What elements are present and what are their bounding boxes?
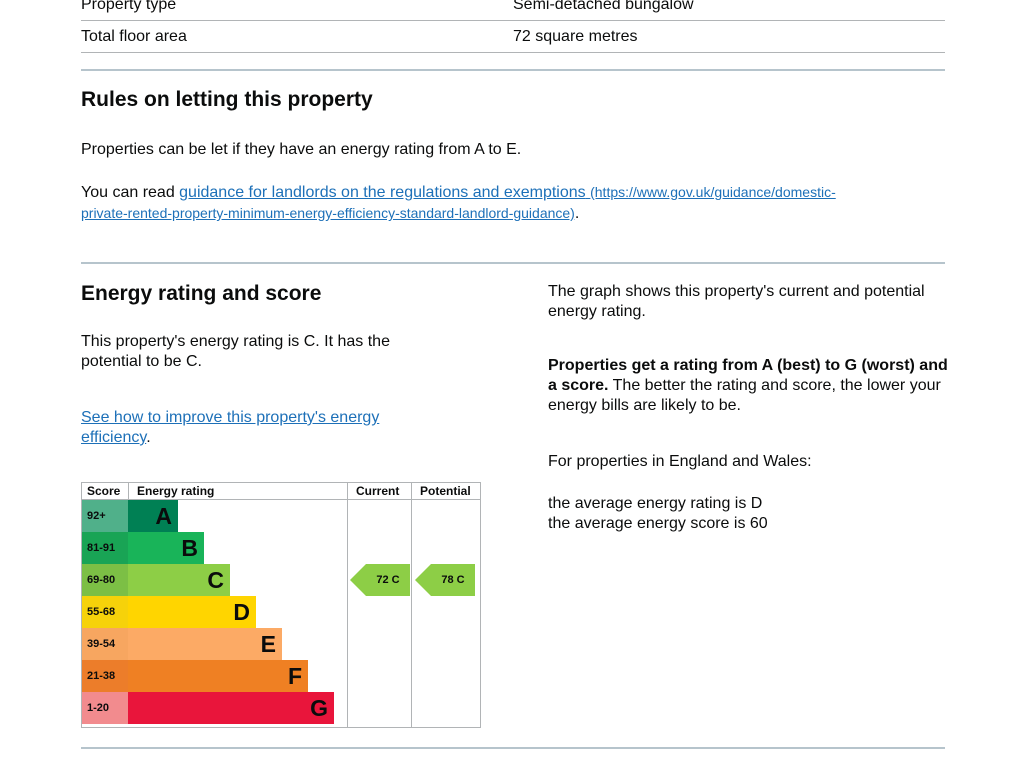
guidance-link-url-cont[interactable]: private-rented-property-minimum-energy-e… [81,205,575,221]
band-letter: C [207,567,224,593]
band-score-range: 81-91 [82,532,128,564]
header-divider [82,499,480,500]
energy-rating-paragraph: This property's energy rating is C. It h… [81,333,390,370]
section-divider [81,69,945,71]
average-score: the average energy score is 60 [548,515,768,532]
summary-value: 72 square metres [513,28,638,45]
band-score-range: 39-54 [82,628,128,660]
guidance-prefix: You can read [81,184,180,201]
band-bar: F [128,660,308,692]
band-score-range: 92+ [82,500,128,532]
letting-paragraph: Properties can be let if they have an en… [81,141,522,158]
potential-rating-arrow-shape [415,564,475,596]
current-col-divider [347,483,348,727]
band-letter: G [310,695,328,721]
england-wales-label: For properties in England and Wales: [548,453,812,470]
section-divider [81,747,945,749]
graph-description: The graph shows this property's current … [548,283,925,320]
band-bar: D [128,596,256,628]
letting-guidance-paragraph: You can read guidance for landlords on t… [81,182,945,224]
band-bar: C [128,564,230,596]
potential-rating-arrow-label: 78 C [441,574,465,586]
band-bar: A [128,500,178,532]
band-score-range: 55-68 [82,596,128,628]
band-bar: B [128,532,204,564]
band-letter: B [181,535,198,561]
band-bar: G [128,692,334,724]
current-rating-arrow-shape [350,564,410,596]
improve-suffix: . [146,429,151,446]
section-divider [81,262,945,264]
rating-explanation-bold: Properties get a rating from A (best) to… [548,357,948,394]
summary-row-property-type: Property type Semi-detached bungalow [81,0,945,21]
energy-heading: Energy rating and score [81,282,322,305]
band-letter: F [287,663,302,689]
band-letter: D [233,599,250,625]
band-letter: A [155,503,172,529]
guidance-link-text[interactable]: guidance for landlords on the regulation… [179,184,586,201]
guidance-suffix: . [574,205,580,222]
improve-paragraph: See how to improve this property's energ… [81,408,426,448]
landlord-guidance-link[interactable]: guidance for landlords on the regulation… [81,184,836,222]
header-score: Score [87,484,121,498]
letting-heading: Rules on letting this property [81,88,373,111]
potential-rating-arrow: 78 C [415,564,475,596]
summary-value: Semi-detached bungalow [513,0,694,13]
band-bar: E [128,628,282,660]
band-score-range: 21-38 [82,660,128,692]
improve-efficiency-link[interactable]: See how to improve this property's energ… [81,409,380,446]
summary-label: Total floor area [81,28,187,45]
summary-label: Property type [81,0,177,13]
header-potential: Potential [420,484,471,498]
rating-explanation: Properties get a rating from A (best) to… [548,356,948,416]
summary-row-floor-area: Total floor area 72 square metres [81,20,945,53]
guidance-link-url[interactable]: (https://www.gov.uk/guidance/domestic- [590,184,836,200]
rating-explanation-rest: The better the rating and score, the low… [548,377,941,414]
current-rating-arrow-label: 72 C [376,574,400,586]
potential-col-divider [411,483,412,727]
energy-rating-chart: Score Energy rating Current Potential 92… [81,482,481,728]
header-current: Current [356,484,400,498]
band-score-range: 69-80 [82,564,128,596]
band-score-range: 1-20 [82,692,128,724]
average-rating: the average energy rating is D [548,495,763,512]
header-energy-rating: Energy rating [137,484,215,498]
current-rating-arrow: 72 C [350,564,410,596]
band-letter: E [260,631,276,657]
header-col-divider [128,483,129,499]
